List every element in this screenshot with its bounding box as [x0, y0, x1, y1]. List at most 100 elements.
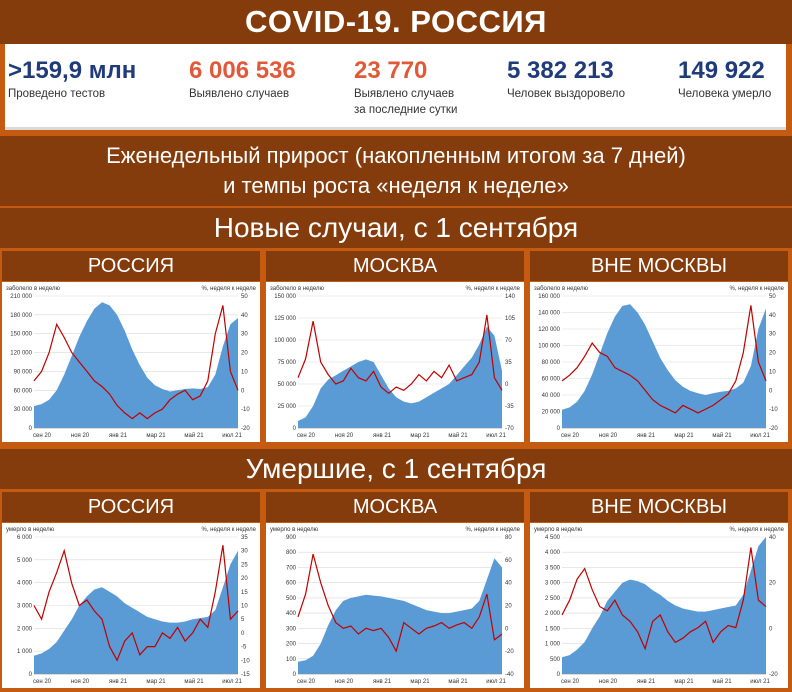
x-tick: ноя 20 [599, 679, 618, 685]
y-right-tick: 35 [505, 360, 512, 366]
y-left-tick: 900 [286, 535, 297, 541]
y-left-tick: 120 000 [538, 327, 560, 333]
x-tick: янв 21 [109, 679, 128, 685]
y-right-tick: -10 [241, 658, 250, 664]
y-left-tick: 20 000 [542, 410, 561, 416]
y-left-tick: 0 [29, 672, 33, 678]
y-right-tick: 5 [241, 617, 245, 623]
stat-value: 149 922 [678, 57, 765, 84]
left-axis-label: заболело в неделю [270, 286, 324, 292]
subtitle: Еженедельный прирост (накопленным итогом… [0, 136, 792, 206]
y-right-tick: 0 [769, 388, 773, 394]
y-right-tick: 20 [241, 576, 248, 582]
y-left-tick: 500 [550, 657, 561, 663]
y-left-tick: 120 000 [10, 351, 32, 357]
y-left-tick: 3 500 [545, 565, 561, 571]
y-right-tick: 10 [241, 369, 248, 375]
chart-panel: умерло в неделю %, неделя к неделе 0 1 000 2… [2, 523, 260, 688]
stat-label: Проведено тестов [8, 88, 106, 100]
y-right-tick: 40 [241, 313, 248, 319]
area-series [298, 326, 502, 428]
y-left-tick: 600 [286, 581, 297, 587]
y-left-tick: 300 [286, 626, 297, 632]
y-left-tick: 4 000 [545, 550, 561, 556]
y-left-tick: 125 000 [274, 316, 296, 322]
y-left-tick: 80 000 [542, 360, 561, 366]
x-tick: мар 21 [146, 433, 166, 439]
y-right-tick: -20 [241, 426, 250, 432]
y-left-tick: 4 000 [17, 581, 33, 587]
subtitle-line2: и темпы роста «неделя к неделе» [223, 173, 569, 198]
x-tick: ноя 20 [599, 433, 618, 439]
y-right-tick: 40 [769, 313, 776, 319]
y-right-tick: 20 [505, 604, 512, 610]
line-series [297, 553, 503, 653]
left-axis-label: заболело в неделю [534, 286, 588, 292]
x-tick: май 21 [448, 432, 468, 439]
y-left-tick: 200 [286, 642, 297, 648]
right-axis-label: %, неделя к неделе [201, 286, 256, 292]
chart-svg: заболело в неделю %, неделя к неделе 0 30 0… [6, 286, 257, 439]
left-axis-label: умерло в неделю [270, 527, 319, 533]
x-tick: июл 21 [750, 679, 770, 685]
y-right-tick: 50 [769, 294, 776, 300]
x-tick: мар 21 [674, 433, 694, 439]
x-tick: май 21 [712, 432, 732, 439]
x-tick: июл 21 [222, 679, 242, 685]
y-right-tick: 105 [505, 316, 516, 322]
x-tick: ноя 20 [71, 433, 90, 439]
chart-panel: заболело в неделю %, неделя к неделе 0 25 0… [266, 282, 524, 442]
stat-value: 6 006 536 [189, 57, 296, 84]
y-right-tick: 20 [769, 351, 776, 357]
y-left-tick: 140 000 [538, 311, 560, 317]
left-axis-label: умерло в неделю [6, 527, 55, 533]
x-tick: ноя 20 [335, 433, 354, 439]
y-left-tick: 100 000 [274, 338, 296, 344]
chart-svg: умерло в неделю %, неделя к неделе 0 1 000 2… [6, 527, 257, 685]
y-right-tick: 0 [241, 388, 245, 394]
y-right-tick: 30 [769, 332, 776, 338]
chart-svg: заболело в неделю %, неделя к неделе 0 20 0… [534, 286, 785, 439]
x-tick: мар 21 [410, 433, 430, 439]
x-tick: май 21 [712, 678, 732, 685]
y-left-tick: 6 000 [17, 535, 33, 541]
y-right-tick: 0 [505, 626, 509, 632]
x-tick: ноя 20 [335, 679, 354, 685]
y-left-tick: 0 [557, 426, 561, 432]
y-right-tick: 20 [241, 351, 248, 357]
y-right-tick: 10 [769, 369, 776, 375]
y-right-tick: 10 [241, 604, 248, 610]
y-left-tick: 0 [293, 672, 297, 678]
x-tick: сен 20 [33, 433, 52, 439]
left-axis-label: умерло в неделю [534, 527, 583, 533]
y-right-tick: 15 [241, 590, 248, 596]
y-right-tick: -20 [769, 672, 778, 678]
y-right-tick: 25 [241, 562, 248, 568]
x-tick: янв 21 [373, 433, 392, 439]
stat-value: 5 382 213 [507, 57, 614, 84]
x-tick: июл 21 [486, 679, 506, 685]
x-tick: сен 20 [297, 679, 316, 685]
stat-recovered: 5 382 213 Человек выздоровело [507, 56, 625, 103]
right-axis-label: %, неделя к неделе [465, 527, 520, 533]
stats-bar: >159,9 млн Проведено тестов 6 006 536 Вы… [5, 44, 786, 130]
y-left-tick: 700 [286, 565, 297, 571]
y-right-tick: 20 [769, 581, 776, 587]
y-right-tick: 140 [505, 294, 516, 300]
x-tick: янв 21 [109, 433, 128, 439]
line-series [33, 545, 239, 662]
region-label: МОСКВА [266, 251, 524, 281]
x-tick: сен 20 [33, 679, 52, 685]
region-label: ВНЕ МОСКВЫ [530, 492, 788, 522]
area-series [562, 537, 766, 674]
y-left-tick: 2 500 [545, 596, 561, 602]
region-label: МОСКВА [266, 492, 524, 522]
section-title-cases: Новые случаи, с 1 сентября [0, 208, 792, 248]
region-label: РОССИЯ [2, 251, 260, 281]
y-right-tick: 0 [241, 631, 245, 637]
y-right-tick: -15 [241, 672, 250, 678]
y-left-tick: 1 000 [545, 642, 561, 648]
y-right-tick: -20 [769, 426, 778, 432]
y-right-tick: -35 [505, 404, 514, 410]
y-left-tick: 30 000 [14, 407, 33, 413]
